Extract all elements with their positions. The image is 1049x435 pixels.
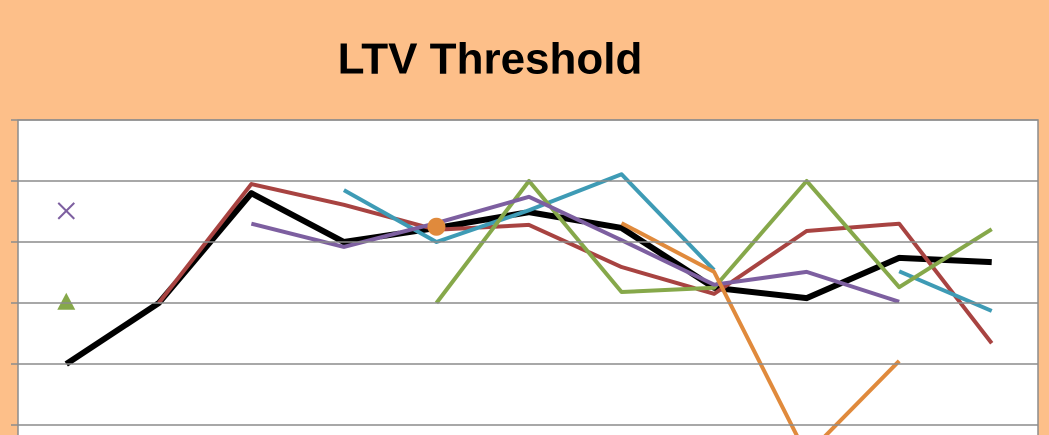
chart-title: LTV Threshold [338,35,643,84]
point-marker [57,292,76,310]
point-marker [427,217,446,236]
series-line [157,182,994,345]
series-line [250,194,900,304]
point-marker [57,202,75,220]
plot-area [17,119,1039,435]
plot [57,172,994,435]
